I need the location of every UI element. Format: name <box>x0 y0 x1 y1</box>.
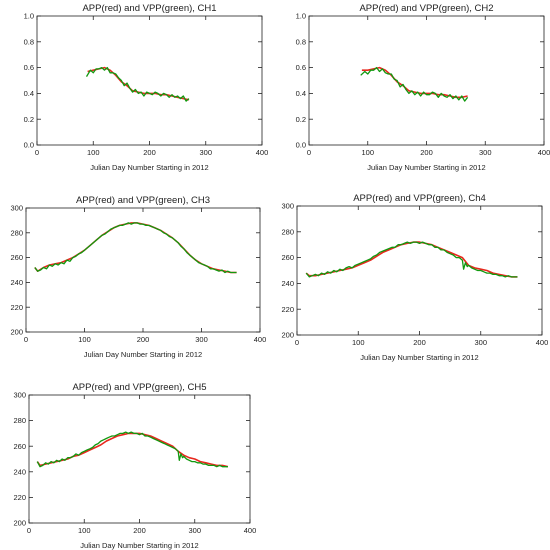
chart-2-x-tick-label: 100 <box>361 148 374 157</box>
chart-1-x-tick-label: 400 <box>256 148 269 157</box>
chart-2-vpp-series-line <box>360 66 469 102</box>
chart-4-x-tick-label: 400 <box>536 338 549 347</box>
chart-3-y-tick-label: 240 <box>10 278 23 287</box>
chart-1-y-tick-label: 0.2 <box>24 115 34 124</box>
chart-5-x-tick-label: 400 <box>244 526 257 535</box>
chart-2-y-tick-label: 0.2 <box>296 115 306 124</box>
chart-5-x-tick-label: 0 <box>27 526 31 535</box>
chart-4: APP(red) and VPP(green), Ch4 Julian Day N… <box>281 193 548 362</box>
chart-3-title: APP(red) and VPP(green), CH3 <box>76 195 210 206</box>
chart-3-app-series-line <box>34 222 237 274</box>
chart-3-plot-frame <box>25 207 261 333</box>
chart-3-x-tick-label: 100 <box>78 335 91 344</box>
chart-3-y-tick-label: 260 <box>10 253 23 262</box>
chart-3-y-tick-label: 280 <box>10 228 23 237</box>
chart-5-x-tick-label: 300 <box>188 526 201 535</box>
chart-1-x-axis-label: Julian Day Number Starting in 2012 <box>90 163 208 172</box>
chart-5-y-tick-label: 220 <box>13 493 26 502</box>
chart-1-title: APP(red) and VPP(green), CH1 <box>82 3 216 14</box>
chart-5-vpp-series-line <box>36 431 228 468</box>
chart-1-plot-frame <box>36 15 263 146</box>
chart-3-y-tick-label: 300 <box>10 204 23 213</box>
chart-1-vpp-series-line <box>85 66 190 102</box>
chart-5-y-tick-label: 280 <box>13 416 26 425</box>
chart-1-y-tick-label: 0.4 <box>24 89 34 98</box>
chart-2-y-tick-label: 0.8 <box>296 37 306 46</box>
chart-4-title: APP(red) and VPP(green), Ch4 <box>353 193 486 204</box>
chart-2-y-tick-label: 0.0 <box>296 141 306 150</box>
chart-4-x-tick-label: 100 <box>352 338 365 347</box>
chart-2-x-tick-label: 0 <box>307 148 311 157</box>
chart-2-y-tick-label: 1.0 <box>296 12 306 21</box>
chart-4-y-tick-label: 280 <box>281 227 294 236</box>
chart-4-y-tick-label: 200 <box>281 331 294 340</box>
chart-3-x-axis-label: Julian Day Number Starting in 2012 <box>84 350 202 359</box>
chart-4-y-tick-label: 300 <box>281 202 294 211</box>
chart-1-x-tick-label: 300 <box>199 148 212 157</box>
chart-5-x-axis-label: Julian Day Number Starting in 2012 <box>80 541 198 550</box>
chart-5-y-tick-label: 260 <box>13 442 26 451</box>
chart-1-y-tick-label: 0.0 <box>24 141 34 150</box>
chart-5-x-tick-label: 200 <box>133 526 146 535</box>
chart-2-plot-frame <box>308 15 545 146</box>
chart-3-x-tick-label: 0 <box>24 335 28 344</box>
chart-2-app-series-line <box>361 66 468 99</box>
chart-2-x-tick-label: 300 <box>479 148 492 157</box>
chart-5-x-tick-label: 100 <box>78 526 91 535</box>
chart-5: APP(red) and VPP(green), CH5 Julian Day N… <box>13 382 256 550</box>
chart-2-x-tick-label: 200 <box>420 148 433 157</box>
chart-3-y-tick-label: 200 <box>10 328 23 337</box>
chart-4-y-tick-label: 220 <box>281 305 294 314</box>
chart-4-x-tick-label: 0 <box>295 338 299 347</box>
chart-5-title: APP(red) and VPP(green), CH5 <box>72 382 206 393</box>
chart-1-x-tick-label: 100 <box>87 148 100 157</box>
chart-1: APP(red) and VPP(green), CH1 Julian Day N… <box>24 3 269 172</box>
chart-1-y-tick-label: 0.6 <box>24 63 34 72</box>
chart-1-y-tick-label: 1.0 <box>24 12 34 21</box>
chart-4-y-tick-label: 240 <box>281 279 294 288</box>
chart-2-x-tick-label: 400 <box>538 148 550 157</box>
chart-4-x-tick-label: 200 <box>413 338 426 347</box>
chart-1-app-series-line <box>87 66 190 101</box>
chart-4-y-tick-label: 260 <box>281 253 294 262</box>
chart-1-x-tick-label: 0 <box>35 148 39 157</box>
chart-4-vpp-series-line <box>305 241 518 278</box>
chart-2-y-tick-label: 0.6 <box>296 63 306 72</box>
chart-2-title: APP(red) and VPP(green), CH2 <box>359 3 493 14</box>
chart-1-x-tick-label: 200 <box>143 148 156 157</box>
chart-3-x-tick-label: 400 <box>254 335 267 344</box>
chart-3-vpp-series-line <box>34 222 237 274</box>
chart-2-y-tick-label: 0.4 <box>296 89 306 98</box>
chart-4-x-tick-label: 300 <box>474 338 487 347</box>
chart-2: APP(red) and VPP(green), CH2 Julian Day N… <box>296 3 550 172</box>
chart-3-x-tick-label: 300 <box>195 335 208 344</box>
chart-5-app-series-line <box>36 432 229 468</box>
chart-5-y-tick-label: 200 <box>13 519 26 528</box>
chart-4-x-axis-label: Julian Day Number Starting in 2012 <box>360 353 478 362</box>
chart-5-y-tick-label: 300 <box>13 391 26 400</box>
chart-3-y-tick-label: 220 <box>10 303 23 312</box>
chart-3-x-tick-label: 200 <box>137 335 150 344</box>
chart-1-y-tick-label: 0.8 <box>24 37 34 46</box>
chart-2-x-axis-label: Julian Day Number Starting in 2012 <box>367 163 485 172</box>
chart-5-y-tick-label: 240 <box>13 467 26 476</box>
chart-3: APP(red) and VPP(green), CH3 Julian Day N… <box>10 195 266 359</box>
